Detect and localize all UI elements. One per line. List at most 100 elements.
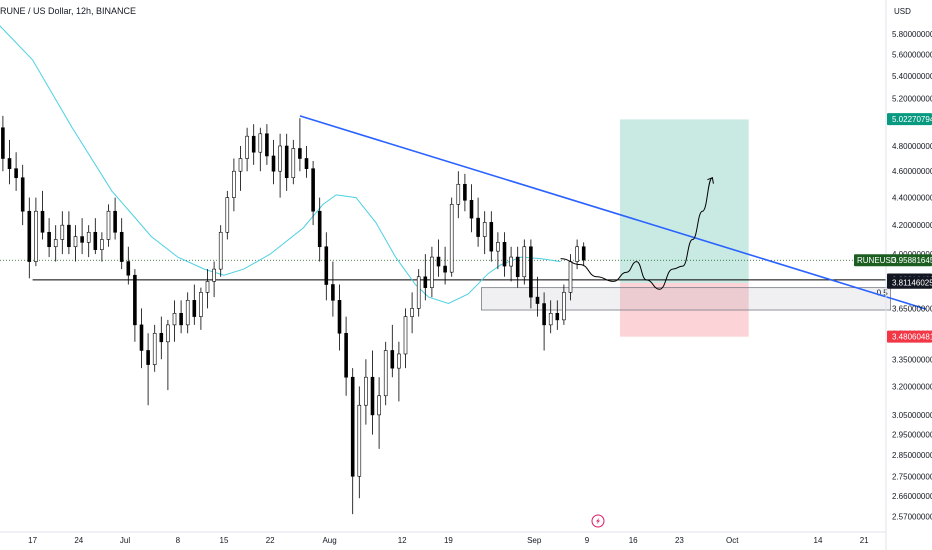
time-tick-label: Aug xyxy=(322,536,336,545)
candle-body xyxy=(496,242,500,252)
candle-body xyxy=(509,256,513,267)
time-tick-label: 17 xyxy=(28,536,37,545)
candle xyxy=(443,246,447,285)
candle-body xyxy=(529,246,533,298)
candle-body xyxy=(14,168,18,179)
candle-body xyxy=(166,324,170,343)
candle xyxy=(502,232,507,277)
candle-body xyxy=(106,210,111,240)
candle-body xyxy=(60,224,65,240)
long-position-target-zone[interactable] xyxy=(620,119,749,283)
descending-trendline[interactable] xyxy=(299,115,927,310)
candle-body xyxy=(40,210,45,233)
candle xyxy=(423,254,428,301)
candle xyxy=(251,124,256,165)
candle-body xyxy=(212,268,216,282)
candle xyxy=(562,284,566,325)
price-label: 5.02270794 xyxy=(887,113,932,126)
last-price-value: 3.95881645 xyxy=(892,256,932,265)
candle-body xyxy=(159,332,164,343)
price-label-bg xyxy=(887,113,932,126)
candle xyxy=(317,197,322,262)
candle-body xyxy=(489,222,494,252)
candle-body xyxy=(278,145,282,172)
candle xyxy=(185,292,190,334)
time-tick-label: 24 xyxy=(74,536,83,545)
candle xyxy=(86,225,91,258)
fib-zone[interactable]: 0.5 xyxy=(480,287,892,311)
time-tick-label: 14 xyxy=(814,536,823,545)
price-label-text: 5.02270794 xyxy=(892,115,932,124)
lightning-icon[interactable] xyxy=(591,514,605,528)
candle xyxy=(304,146,309,178)
time-axis[interactable]: 17 24 Jul 8 15 22 Aug 12 19 Sep 9 16 23 Oct 14 21 xyxy=(0,531,886,545)
moving-average-line[interactable] xyxy=(0,19,561,305)
candle xyxy=(377,377,381,449)
candle-body xyxy=(449,204,454,273)
candle-body xyxy=(133,274,137,326)
candle-body xyxy=(502,242,507,267)
time-tick-label: 9 xyxy=(585,536,590,545)
time-tick-label: 8 xyxy=(176,536,181,545)
candle-body xyxy=(225,197,230,233)
price-axis[interactable]: USD 5.80000000 5.60000000 5.40000000 5.2000… xyxy=(854,0,932,550)
candle xyxy=(489,211,494,262)
candle xyxy=(218,225,223,277)
candle xyxy=(73,225,78,262)
candle xyxy=(126,246,131,285)
candle-body xyxy=(555,312,560,321)
candle xyxy=(383,341,388,406)
candle-body xyxy=(185,300,190,326)
candle xyxy=(278,133,282,198)
candle-body xyxy=(548,312,553,326)
candle-body xyxy=(317,210,322,248)
projection-path[interactable] xyxy=(560,177,713,290)
candle xyxy=(47,218,51,258)
candle xyxy=(311,161,315,226)
candle-body xyxy=(403,316,408,355)
candle xyxy=(350,368,355,515)
candle xyxy=(179,300,183,334)
candle-body xyxy=(67,224,71,248)
candle-body xyxy=(146,350,150,365)
candle xyxy=(40,190,45,240)
currency-label[interactable]: USD xyxy=(894,7,911,16)
candle xyxy=(370,350,375,435)
price-label-bg xyxy=(887,330,932,343)
candles-group xyxy=(1,115,586,515)
price-tick-label: 3.05000000 xyxy=(892,411,932,420)
price-tick-label: 3.35000000 xyxy=(892,355,932,364)
zone-label: 0.5 xyxy=(877,289,889,298)
candle xyxy=(133,269,137,342)
candle-body xyxy=(20,177,25,212)
candle xyxy=(212,261,216,298)
candle xyxy=(509,246,513,282)
candle xyxy=(146,333,150,406)
price-label: 3.48060481 xyxy=(887,330,932,343)
candle-body xyxy=(119,231,124,262)
candle-body xyxy=(311,168,315,212)
candle xyxy=(482,211,487,255)
price-tick-label: 4.60000000 xyxy=(892,167,932,176)
candle-body xyxy=(199,292,203,317)
candle-body xyxy=(1,127,5,159)
candle-body xyxy=(410,308,414,317)
candle-body xyxy=(251,135,256,153)
candle xyxy=(245,127,249,172)
candle-body xyxy=(456,183,461,205)
candle-body xyxy=(357,404,362,477)
candle-body xyxy=(113,210,117,233)
price-tick-label: 2.95000000 xyxy=(892,431,932,440)
candle xyxy=(238,146,243,191)
candle xyxy=(60,211,65,255)
price-tick-label: 2.85000000 xyxy=(892,451,932,460)
candle-body xyxy=(179,312,183,326)
price-tick-label: 3.65000000 xyxy=(892,304,932,313)
candle-body xyxy=(331,284,335,301)
candle-body xyxy=(377,395,381,416)
time-tick-label: 19 xyxy=(444,536,453,545)
price-tick-label: 2.75000000 xyxy=(892,472,932,481)
candle-body xyxy=(205,281,210,293)
